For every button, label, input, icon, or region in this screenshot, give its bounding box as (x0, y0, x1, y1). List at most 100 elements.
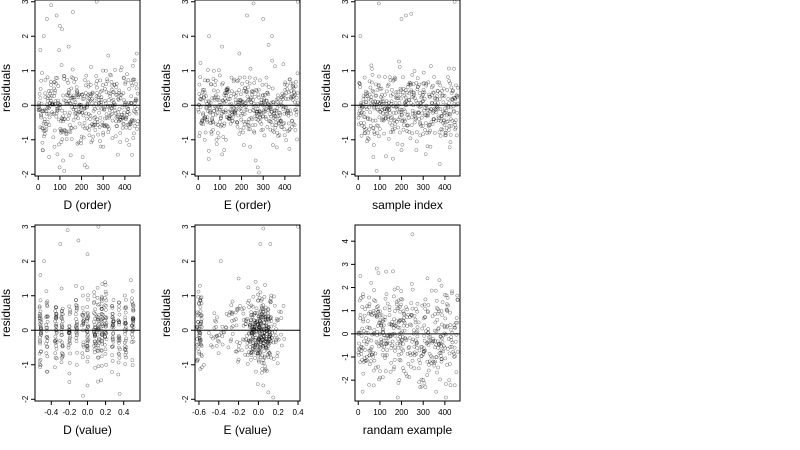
data-point (378, 369, 382, 373)
data-point (440, 88, 444, 93)
data-point (249, 329, 254, 334)
data-point (123, 310, 128, 315)
data-point (71, 10, 75, 14)
data-point (264, 82, 269, 87)
data-point (271, 395, 276, 400)
x-axis-title: D (value) (63, 423, 112, 437)
data-point (67, 324, 72, 328)
data-point (365, 340, 370, 345)
data-point (295, 91, 300, 95)
data-point (195, 313, 200, 318)
data-point (81, 113, 86, 118)
data-point (118, 96, 123, 101)
data-point (85, 312, 90, 317)
data-point (87, 133, 92, 138)
data-point (422, 381, 427, 385)
data-point (37, 304, 42, 309)
data-point (110, 338, 115, 342)
data-point (73, 324, 78, 328)
data-point (374, 266, 379, 271)
data-point (203, 115, 208, 119)
data-point (85, 383, 90, 388)
data-point (362, 313, 367, 318)
data-point (432, 90, 436, 95)
data-point (79, 141, 83, 146)
data-point (275, 336, 280, 341)
data-point (38, 87, 43, 91)
data-point (248, 109, 252, 114)
data-point (76, 238, 81, 243)
data-point (45, 339, 50, 343)
data-point (416, 320, 421, 325)
data-point (410, 73, 415, 77)
data-point (116, 114, 120, 119)
data-point (229, 75, 234, 80)
data-point (368, 310, 373, 314)
data-point (51, 135, 56, 140)
y-tick-label: 1 (21, 68, 30, 73)
data-point (38, 341, 42, 346)
data-point (440, 322, 444, 327)
data-point (116, 307, 121, 312)
data-point (433, 328, 437, 333)
data-point (220, 334, 225, 339)
data-point (361, 294, 365, 299)
data-point (117, 304, 121, 309)
data-point (439, 283, 444, 288)
data-point (103, 99, 108, 103)
y-tick-label: 2 (181, 33, 190, 38)
data-point (391, 367, 396, 371)
data-point (384, 292, 389, 296)
data-point (111, 331, 116, 335)
data-point (437, 130, 442, 135)
x-tick-label: 0.0 (253, 408, 265, 417)
points-group (37, 225, 136, 398)
data-point (54, 81, 58, 86)
data-point (68, 341, 72, 346)
data-point (37, 106, 42, 111)
data-point (132, 58, 137, 63)
data-point (408, 322, 412, 327)
data-point (387, 308, 392, 313)
data-point (378, 320, 382, 325)
data-point (268, 352, 273, 357)
data-point (446, 303, 450, 308)
data-point (103, 101, 108, 105)
data-point (55, 109, 59, 113)
data-point (436, 326, 441, 330)
data-point (410, 358, 415, 363)
data-point (392, 118, 397, 122)
data-point (383, 75, 387, 79)
data-point (55, 76, 60, 80)
data-point (68, 130, 73, 135)
data-point (449, 335, 454, 339)
data-point (420, 326, 425, 331)
data-point (85, 325, 90, 329)
data-point (444, 126, 449, 130)
data-point (251, 324, 255, 329)
data-point (226, 313, 231, 318)
data-point (93, 333, 97, 337)
data-point (115, 124, 119, 128)
data-point (240, 307, 245, 312)
data-point (421, 132, 425, 137)
data-point (448, 81, 453, 86)
data-point (369, 359, 373, 363)
data-point (438, 90, 442, 95)
data-point (250, 123, 255, 128)
data-point (440, 114, 444, 118)
data-point (229, 303, 234, 308)
data-point (379, 342, 384, 347)
data-point (96, 355, 101, 360)
data-point (211, 120, 215, 125)
data-point (45, 17, 49, 21)
data-point (269, 299, 273, 304)
y-tick-label: -1 (21, 361, 30, 369)
data-point (130, 332, 134, 337)
data-point (198, 367, 203, 371)
data-point (132, 101, 137, 105)
data-point (437, 162, 442, 166)
data-point (403, 336, 408, 341)
data-point (258, 355, 263, 359)
data-point (95, 117, 100, 122)
